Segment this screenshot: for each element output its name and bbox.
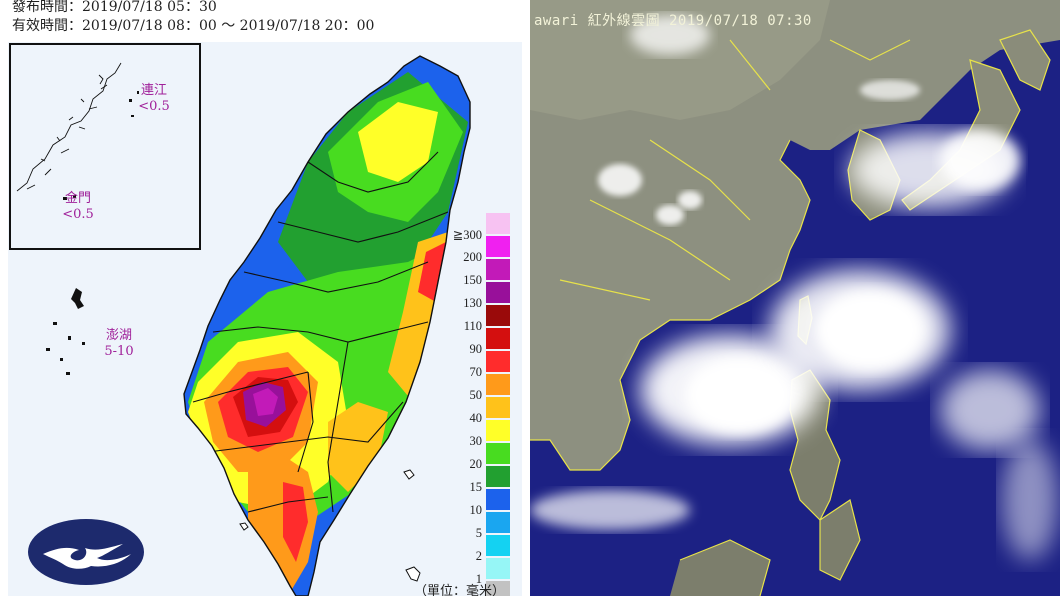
legend-swatch [486, 535, 510, 556]
legend-swatch [486, 420, 510, 441]
satellite-image [530, 0, 1060, 596]
legend-swatch [486, 236, 510, 257]
valid-time: 有效時間：2019/07/18 08：00 ～ 2019/07/18 20：00 [12, 18, 375, 34]
legend-label: 90 [469, 342, 483, 356]
legend-label: 50 [469, 388, 483, 402]
inset-coastline [16, 62, 139, 200]
legend-swatch [486, 558, 510, 579]
legend-label: 5 [475, 526, 482, 540]
legend-swatch [486, 305, 510, 326]
legend-label: 1 [475, 572, 482, 586]
legend-swatch [486, 374, 510, 395]
rainfall-map-panel: 發布時間：2019/07/18 05：30 有效時間：2019/07/18 08… [0, 0, 526, 596]
kinmen-value: <0.5 [62, 207, 94, 222]
legend-unit: （單位：毫米） [414, 584, 506, 596]
matsu-name: 連江 [140, 83, 167, 98]
legend-swatch [486, 512, 510, 533]
legend-swatch [486, 213, 510, 234]
legend-swatch [486, 351, 510, 372]
cwb-logo [28, 519, 144, 585]
legend-swatch [486, 282, 510, 303]
taiwan-rainfall-map [46, 55, 471, 596]
offshore-islands-inset: 連江 <0.5 金門 <0.5 [9, 43, 201, 250]
legend-swatch [486, 489, 510, 510]
issue-time: 發布時間：2019/07/18 05：30 [12, 0, 217, 15]
legend-label: 2 [475, 549, 482, 563]
legend-swatch [486, 466, 510, 487]
legend-label: 10 [469, 503, 483, 517]
legend-swatch [486, 328, 510, 349]
penghu-name: 澎湖 [105, 328, 132, 343]
legend-swatch [486, 443, 510, 464]
satellite-title: awari 紅外線雲圖 2019/07/18 07:30 [534, 13, 812, 29]
legend-label: 40 [469, 411, 483, 425]
kinmen-name: 金門 [64, 191, 91, 206]
legend-label: 110 [463, 319, 482, 333]
legend-label: 130 [463, 296, 482, 310]
legend-label: 20 [469, 457, 483, 471]
penghu-value: 5-10 [104, 344, 134, 359]
satellite-panel: awari 紅外線雲圖 2019/07/18 07:30 [530, 0, 1060, 596]
map-area [8, 42, 522, 596]
matsu-label: 連江 <0.5 [129, 83, 179, 115]
legend-label: ≧300 [452, 228, 482, 242]
legend-label: 200 [463, 250, 482, 264]
legend-label: 30 [469, 434, 483, 448]
legend-swatch [486, 259, 510, 280]
matsu-value: <0.5 [138, 99, 170, 114]
legend-label: 150 [463, 273, 482, 287]
legend-swatch [486, 397, 510, 418]
penghu-label: 澎湖 5-10 [94, 328, 144, 360]
kinmen-label: 金門 <0.5 [53, 191, 103, 223]
legend-label: 70 [469, 365, 483, 379]
legend-label: 15 [469, 480, 483, 494]
legend-swatch [486, 581, 510, 596]
